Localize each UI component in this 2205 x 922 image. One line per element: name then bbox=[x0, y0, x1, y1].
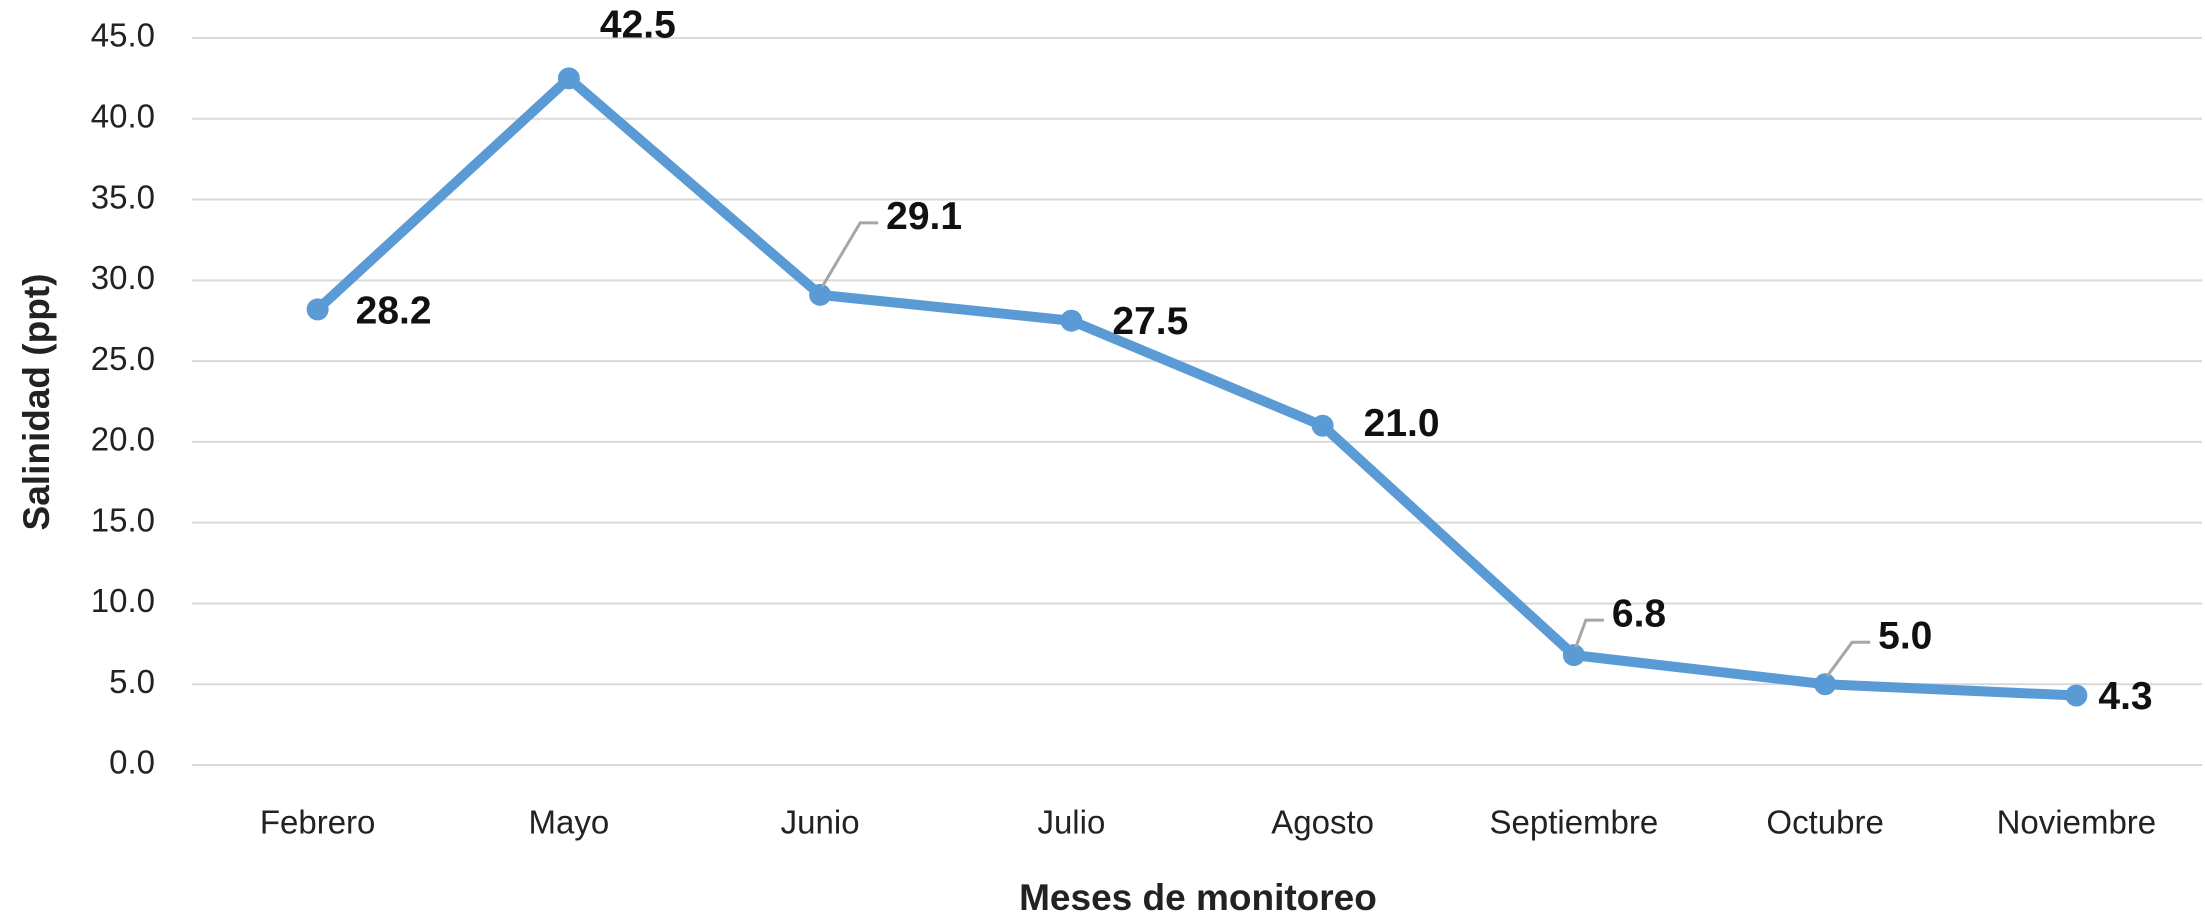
y-tick-label: 45.0 bbox=[91, 17, 155, 54]
line bbox=[314, 73, 2077, 701]
marker bbox=[1060, 309, 1083, 332]
marker bbox=[1814, 673, 1837, 696]
marker bbox=[306, 298, 329, 321]
x-tick-label: Febrero bbox=[260, 804, 376, 841]
data-label: 28.2 bbox=[356, 290, 432, 333]
data-label: 42.5 bbox=[600, 4, 676, 47]
y-axis-title: Salinidad (ppt) bbox=[16, 274, 57, 531]
y-tick-label: 20.0 bbox=[91, 421, 155, 458]
data-label: 29.1 bbox=[886, 195, 962, 238]
leader-line bbox=[820, 221, 879, 288]
data-label: 21.0 bbox=[1364, 402, 1440, 445]
x-tick-label: Octubre bbox=[1766, 804, 1883, 841]
y-tick-label: 5.0 bbox=[109, 663, 155, 700]
y-tick-label: 35.0 bbox=[91, 178, 155, 215]
x-axis-title: Meses de monitoreo bbox=[1019, 877, 1377, 918]
y-tick-label: 0.0 bbox=[109, 744, 155, 781]
y-tick-label: 30.0 bbox=[91, 259, 155, 296]
leader-line bbox=[1825, 640, 1871, 678]
data-label: 5.0 bbox=[1878, 615, 1932, 658]
data-label: 4.3 bbox=[2098, 675, 2152, 718]
y-tick-label: 25.0 bbox=[91, 340, 155, 377]
leader-line bbox=[1574, 618, 1604, 648]
marker bbox=[1311, 414, 1334, 437]
x-tick-label: Agosto bbox=[1271, 804, 1374, 841]
y-tick-label: 40.0 bbox=[91, 97, 155, 134]
marker bbox=[2065, 684, 2088, 707]
x-tick-label: Mayo bbox=[529, 804, 610, 841]
x-tick-label: Julio bbox=[1037, 804, 1105, 841]
marker bbox=[809, 283, 832, 306]
marker bbox=[557, 67, 580, 90]
data-label: 27.5 bbox=[1112, 300, 1188, 343]
y-tick-label: 15.0 bbox=[91, 501, 155, 538]
x-tick-label: Noviembre bbox=[1997, 804, 2157, 841]
x-tick-label: Junio bbox=[781, 804, 860, 841]
marker bbox=[1562, 644, 1585, 667]
y-tick-label: 10.0 bbox=[91, 582, 155, 619]
data-label: 6.8 bbox=[1612, 592, 1666, 635]
x-tick-label: Septiembre bbox=[1489, 804, 1658, 841]
